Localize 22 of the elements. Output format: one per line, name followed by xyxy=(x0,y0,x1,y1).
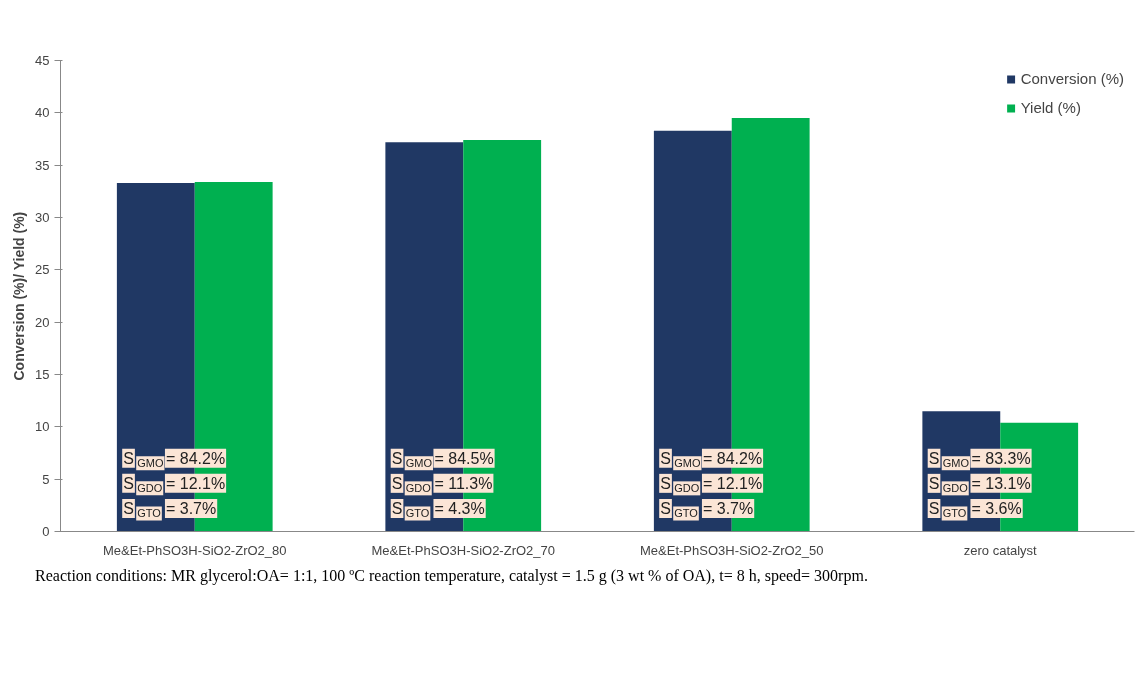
annotation: SGTO= 3.7% xyxy=(660,499,754,520)
legend-label: Yield (%) xyxy=(1020,99,1081,116)
y-axis-title: Conversion (%)/ Yield (%) xyxy=(11,211,28,381)
annotation: SGDO= 12.1% xyxy=(660,474,763,495)
y-tick-label: 40 xyxy=(35,105,50,121)
y-tick-label: 25 xyxy=(35,262,50,278)
x-tick-label: zero catalyst xyxy=(963,542,1038,558)
y-tick-label: 20 xyxy=(35,314,50,330)
y-tick-label: 15 xyxy=(35,367,50,382)
annotation: SGTO= 3.7% xyxy=(123,499,217,520)
annotation: SGDO= 12.1% xyxy=(123,474,226,495)
text: Reaction conditions: MR glycerol:OA= 1:1, 100 ºC reaction temperature, catalyst = 1.5 g (3 wt % of OA), t= 8 h, speed= 300rpm. xyxy=(35,566,868,587)
y-tick-label: 0 xyxy=(42,524,50,539)
y-tick-label: 30 xyxy=(35,210,50,225)
x-tick-label: Me&Et-PhSO3H-SiO2-ZrO2_70 xyxy=(371,542,556,558)
y-tick-label: 5 xyxy=(42,471,50,487)
x-tick-label: Me&Et-PhSO3H-SiO2-ZrO2_50 xyxy=(640,542,824,558)
legend-label: Conversion (%) xyxy=(1020,70,1124,87)
y-tick-label: 35 xyxy=(35,157,50,173)
y-tick-label: 45 xyxy=(35,53,50,68)
y-tick-label: 10 xyxy=(35,419,50,435)
x-tick-label: Me&Et-PhSO3H-SiO2-ZrO2_80 xyxy=(103,542,287,558)
